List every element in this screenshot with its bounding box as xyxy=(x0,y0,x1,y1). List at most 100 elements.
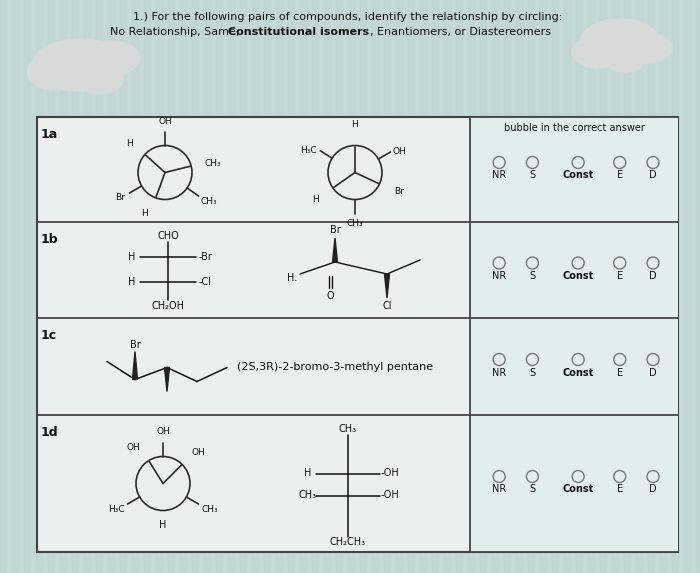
Text: O: O xyxy=(327,291,335,301)
Text: -Cl: -Cl xyxy=(199,277,211,287)
Bar xyxy=(552,0,558,573)
Text: OH: OH xyxy=(393,147,407,156)
Bar xyxy=(456,0,462,573)
Bar xyxy=(348,0,354,573)
Text: E: E xyxy=(617,171,623,180)
Text: CH₂OH: CH₂OH xyxy=(151,301,185,311)
Text: S: S xyxy=(529,271,536,281)
Bar xyxy=(216,0,222,573)
Text: H.: H. xyxy=(287,273,297,283)
Text: Constitutional isomers: Constitutional isomers xyxy=(228,27,369,37)
Bar xyxy=(96,0,102,573)
Ellipse shape xyxy=(80,41,140,75)
Bar xyxy=(252,0,258,573)
Text: S: S xyxy=(529,171,536,180)
Bar xyxy=(336,0,342,573)
Text: H₃C: H₃C xyxy=(300,146,316,155)
Text: H: H xyxy=(160,520,167,529)
Bar xyxy=(468,0,474,573)
Text: CH₃: CH₃ xyxy=(299,490,317,500)
Text: Const: Const xyxy=(563,367,594,378)
Text: NR: NR xyxy=(492,171,506,180)
Bar xyxy=(60,0,66,573)
Bar xyxy=(312,0,318,573)
Ellipse shape xyxy=(572,36,624,68)
Bar xyxy=(624,0,630,573)
Bar xyxy=(180,0,186,573)
Bar xyxy=(204,0,210,573)
Text: CH₃: CH₃ xyxy=(346,219,363,228)
Text: D: D xyxy=(649,271,657,281)
Bar xyxy=(384,0,390,573)
Text: S: S xyxy=(529,367,536,378)
Bar xyxy=(504,0,510,573)
Bar xyxy=(72,0,78,573)
Text: E: E xyxy=(617,367,623,378)
Text: E: E xyxy=(617,485,623,494)
Bar xyxy=(564,0,570,573)
Text: Const: Const xyxy=(563,171,594,180)
Bar xyxy=(84,0,90,573)
Bar xyxy=(372,0,378,573)
Text: -OH: -OH xyxy=(381,469,400,478)
Ellipse shape xyxy=(580,19,660,65)
Bar xyxy=(480,0,486,573)
Polygon shape xyxy=(164,367,169,391)
Text: 1.) For the following pairs of compounds, identify the relationship by circling:: 1.) For the following pairs of compounds… xyxy=(133,12,563,22)
Bar xyxy=(24,0,30,573)
Bar xyxy=(612,0,618,573)
Polygon shape xyxy=(132,351,137,379)
Text: Br: Br xyxy=(395,187,405,196)
Text: NR: NR xyxy=(492,271,506,281)
Bar xyxy=(444,0,450,573)
Text: -OH: -OH xyxy=(381,490,400,500)
Text: CH₃: CH₃ xyxy=(200,197,217,206)
Bar xyxy=(240,0,246,573)
Polygon shape xyxy=(384,274,389,298)
Text: H₃C: H₃C xyxy=(108,504,125,513)
Text: H: H xyxy=(312,195,319,204)
Bar xyxy=(492,0,498,573)
Text: D: D xyxy=(649,485,657,494)
Bar xyxy=(516,0,522,573)
Text: Cl: Cl xyxy=(382,301,392,311)
Text: D: D xyxy=(649,367,657,378)
Bar xyxy=(288,0,294,573)
Text: NR: NR xyxy=(492,367,506,378)
Ellipse shape xyxy=(624,33,672,63)
Ellipse shape xyxy=(32,39,127,91)
Bar xyxy=(108,0,114,573)
Text: OH: OH xyxy=(192,448,206,457)
Polygon shape xyxy=(332,238,337,262)
Bar xyxy=(300,0,306,573)
Text: H: H xyxy=(351,120,358,129)
Bar xyxy=(396,0,402,573)
Text: D: D xyxy=(649,171,657,180)
Text: OH: OH xyxy=(156,427,170,436)
Text: Const: Const xyxy=(563,271,594,281)
Text: CH₃: CH₃ xyxy=(204,159,221,168)
Text: 1b: 1b xyxy=(40,233,58,246)
Bar xyxy=(144,0,150,573)
Text: H: H xyxy=(304,469,312,478)
Bar xyxy=(648,0,654,573)
Ellipse shape xyxy=(27,54,83,90)
Text: H: H xyxy=(127,139,133,148)
Text: Br: Br xyxy=(330,225,340,235)
Bar xyxy=(636,0,642,573)
Bar xyxy=(120,0,126,573)
Text: H: H xyxy=(141,209,148,218)
Bar xyxy=(576,0,582,573)
Text: Br: Br xyxy=(130,339,141,350)
Text: CH₂CH₃: CH₂CH₃ xyxy=(330,537,366,547)
Text: -Br: -Br xyxy=(198,252,212,262)
Text: E: E xyxy=(617,271,623,281)
Bar xyxy=(156,0,162,573)
Bar xyxy=(0,0,6,573)
Text: bubble in the correct answer: bubble in the correct answer xyxy=(503,123,645,133)
Text: CH₃: CH₃ xyxy=(339,424,357,434)
Bar xyxy=(420,0,426,573)
Bar xyxy=(660,0,666,573)
Text: Br: Br xyxy=(116,194,125,202)
Text: OH: OH xyxy=(158,117,172,126)
